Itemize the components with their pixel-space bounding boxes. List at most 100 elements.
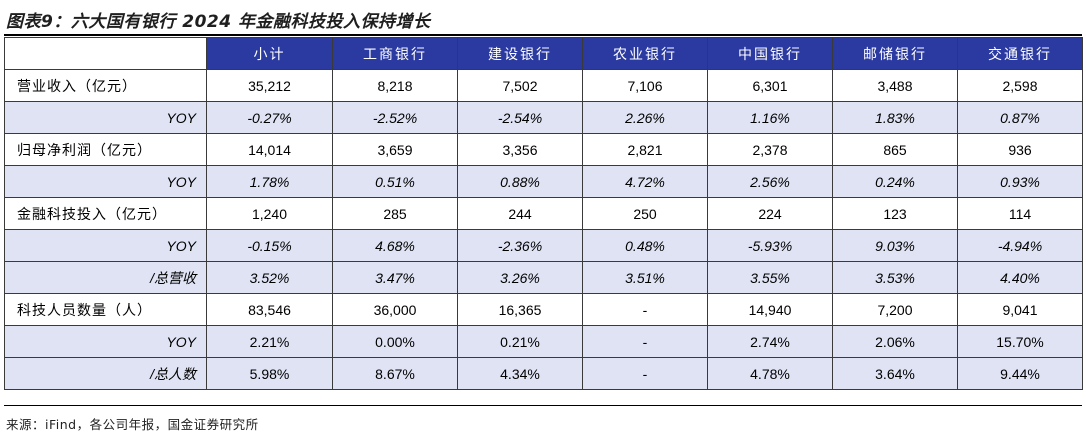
table-cell: 3.64% [832, 357, 958, 390]
table-cell: 114 [957, 197, 1083, 230]
table-cell: 3.52% [206, 261, 333, 294]
table-cell: 285 [332, 197, 458, 230]
table-cell: 2,378 [707, 133, 833, 166]
table-cell: 0.24% [832, 165, 958, 198]
table-cell: 3.55% [707, 261, 833, 294]
table-cell: 865 [832, 133, 958, 166]
table-cell: 0.88% [457, 165, 583, 198]
table-cell: 4.34% [457, 357, 583, 390]
row-label: YOY [4, 229, 207, 262]
bank-fintech-table: 小计 工商银行 建设银行 农业银行 中国银行 邮储银行 交通银行 营业收入（亿元… [4, 37, 1083, 390]
table-cell: 2.56% [707, 165, 833, 198]
table-cell: 7,106 [582, 69, 708, 102]
table-row: 科技人员数量（人） 83,546 36,000 16,365-14,940 7,200 9… [4, 293, 1083, 326]
table-cell: 9.03% [832, 229, 958, 262]
table-row: 归母净利润（亿元） 14,014 3,659 3,356 2,821 2,378 865 93… [4, 133, 1083, 166]
header-psbc: 邮储银行 [832, 37, 958, 70]
table-cell: 9.44% [957, 357, 1083, 390]
table-cell: 1.78% [206, 165, 333, 198]
table-cell: 4.68% [332, 229, 458, 262]
table-row: YOY -0.27% -2.52% -2.54% 2.26% 1.16% 1.83% 0.87… [4, 101, 1083, 134]
source-note: 来源：iFind，各公司年报，国金证券研究所 [6, 417, 259, 432]
table-cell: 16,365 [457, 293, 583, 326]
row-label: 营业收入（亿元） [4, 69, 207, 102]
table-row: YOY 2.21% 0.00% 0.21% -2.74% 2.06% 15.70% [4, 325, 1083, 358]
table-cell: 35,212 [206, 69, 333, 102]
table-cell: -2.36% [457, 229, 583, 262]
row-label: 归母净利润（亿元） [4, 133, 207, 166]
table-cell: 36,000 [332, 293, 458, 326]
table-cell: 3,356 [457, 133, 583, 166]
table-cell: 9,041 [957, 293, 1083, 326]
table-cell: 14,014 [206, 133, 333, 166]
table-cell: 3.47% [332, 261, 458, 294]
table-cell: 4.72% [582, 165, 708, 198]
row-label: 科技人员数量（人） [4, 293, 207, 326]
table-cell: -2.52% [332, 101, 458, 134]
header-corner [4, 37, 207, 70]
table-cell: 0.93% [957, 165, 1083, 198]
header-subtotal: 小计 [206, 37, 333, 70]
row-label: /总人数 [4, 357, 207, 390]
table-row: 金融科技投入（亿元） 1,240 285 244 250 224 123 114 [4, 197, 1083, 230]
table-cell: 936 [957, 133, 1083, 166]
table-cell: 1.83% [832, 101, 958, 134]
table-cell: 7,502 [457, 69, 583, 102]
table-row: /总人数 5.98% 8.67% 4.34% -4.78% 3.64% 9.44% [4, 357, 1083, 390]
table-cell: -2.54% [457, 101, 583, 134]
table-cell: 3,659 [332, 133, 458, 166]
table-cell: 8,218 [332, 69, 458, 102]
table-cell: 2,821 [582, 133, 708, 166]
table-cell: 14,940 [707, 293, 833, 326]
table-cell: 250 [582, 197, 708, 230]
table-cell: 224 [707, 197, 833, 230]
table-cell: 2.74% [707, 325, 833, 358]
row-label: YOY [4, 101, 207, 134]
table-cell: 83,546 [206, 293, 333, 326]
table-cell: 2.06% [832, 325, 958, 358]
table-cell: 5.98% [206, 357, 333, 390]
table-cell: 0.87% [957, 101, 1083, 134]
header-boc: 中国银行 [707, 37, 833, 70]
table-cell: -0.27% [206, 101, 333, 134]
header-row: 小计 工商银行 建设银行 农业银行 中国银行 邮储银行 交通银行 [4, 37, 1083, 70]
table-cell: 2,598 [957, 69, 1083, 102]
table-cell: 0.00% [332, 325, 458, 358]
table-row: /总营收 3.52% 3.47% 3.26% 3.51% 3.55% 3.53% 4.40% [4, 261, 1083, 294]
table-row: YOY -0.15% 4.68% -2.36% 0.48% -5.93% 9.03% -4.9… [4, 229, 1083, 262]
table-cell: - [582, 357, 708, 390]
table-cell: 7,200 [832, 293, 958, 326]
table-cell: 2.21% [206, 325, 333, 358]
table-cell: 0.48% [582, 229, 708, 262]
table-cell: - [582, 293, 708, 326]
table-cell: 8.67% [332, 357, 458, 390]
table-cell: 0.51% [332, 165, 458, 198]
table-cell: 244 [457, 197, 583, 230]
table-cell: 2.26% [582, 101, 708, 134]
header-bocom: 交通银行 [957, 37, 1083, 70]
table-cell: 0.21% [457, 325, 583, 358]
row-label: YOY [4, 325, 207, 358]
table-cell: - [582, 325, 708, 358]
top-rule [4, 34, 1082, 36]
row-label: YOY [4, 165, 207, 198]
row-label: 金融科技投入（亿元） [4, 197, 207, 230]
bottom-rule [4, 405, 1082, 406]
table-row: YOY 1.78% 0.51% 0.88% 4.72% 2.56% 0.24% 0.93% [4, 165, 1083, 198]
table-cell: 4.40% [957, 261, 1083, 294]
table-row: 营业收入（亿元） 35,212 8,218 7,502 7,106 6,301 3,488 2… [4, 69, 1083, 102]
table-cell: 6,301 [707, 69, 833, 102]
header-ccb: 建设银行 [457, 37, 583, 70]
table-cell: 123 [832, 197, 958, 230]
table-cell: 3.53% [832, 261, 958, 294]
figure-title: 图表9：六大国有银行 2024 年金融科技投入保持增长 [6, 12, 431, 32]
table-cell: 3.51% [582, 261, 708, 294]
table-cell: 1.16% [707, 101, 833, 134]
table-cell: 3.26% [457, 261, 583, 294]
table-cell: 3,488 [832, 69, 958, 102]
table-cell: 4.78% [707, 357, 833, 390]
table-cell: -5.93% [707, 229, 833, 262]
row-label: /总营收 [4, 261, 207, 294]
header-icbc: 工商银行 [332, 37, 458, 70]
table-cell: -4.94% [957, 229, 1083, 262]
